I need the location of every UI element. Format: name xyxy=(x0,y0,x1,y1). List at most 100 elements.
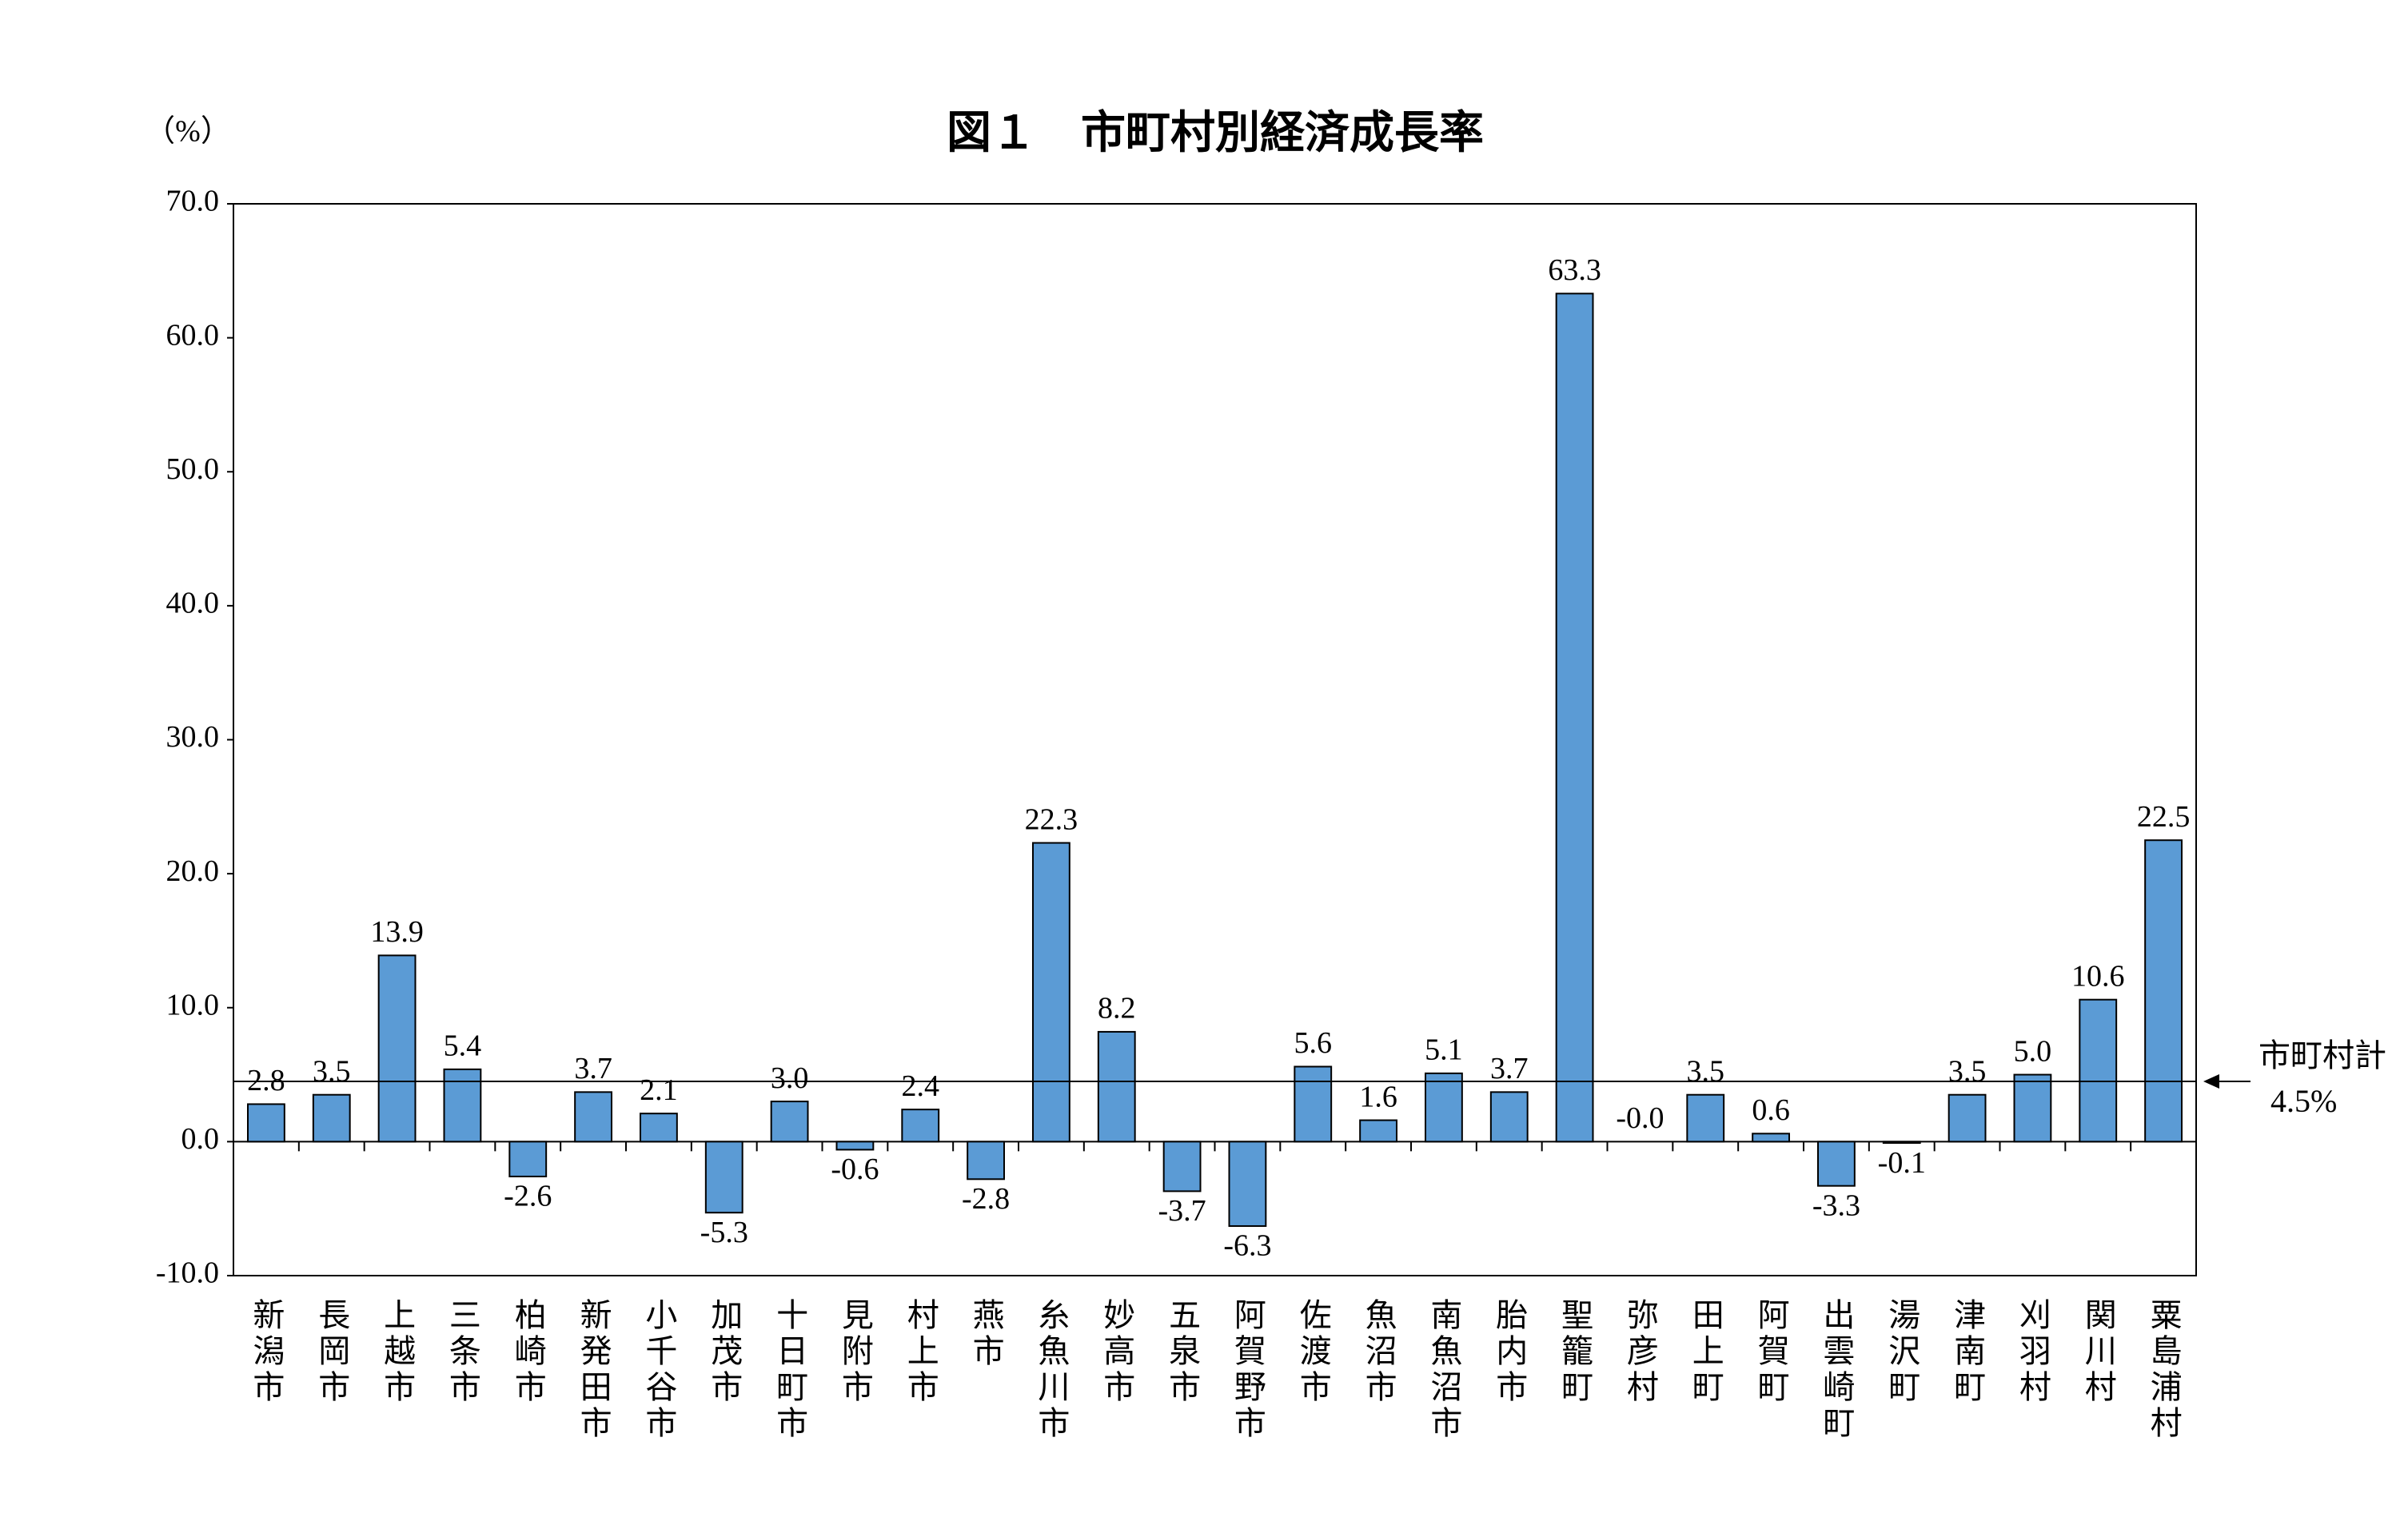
value-label: 3.7 xyxy=(1490,1052,1529,1085)
value-label: -2.6 xyxy=(504,1180,552,1213)
value-label: 2.4 xyxy=(902,1069,940,1103)
x-tick-label: 湯沢町 xyxy=(1884,1298,1920,1406)
x-tick-label: 見附市 xyxy=(837,1298,873,1406)
x-tick-label: 阿賀町 xyxy=(1753,1298,1789,1406)
reference-value-label: 4.5% xyxy=(2270,1083,2337,1119)
x-tick-label: 刈羽村 xyxy=(2015,1298,2051,1406)
bar xyxy=(1489,1091,1529,1143)
value-label: -6.3 xyxy=(1223,1229,1271,1263)
value-label: 13.9 xyxy=(370,915,424,949)
bar xyxy=(2013,1073,2052,1143)
bar xyxy=(901,1109,940,1143)
bar xyxy=(1882,1141,1921,1145)
x-tick-label: 胎内市 xyxy=(1491,1298,1528,1406)
value-label: 0.6 xyxy=(1752,1093,1790,1127)
x-tick-label: 佐渡市 xyxy=(1295,1298,1332,1406)
value-label: 5.0 xyxy=(2014,1034,2052,1068)
bar xyxy=(704,1141,744,1214)
bar xyxy=(1752,1133,1790,1143)
y-tick-label: 70.0 xyxy=(166,185,220,218)
x-tick-label: 糸魚川市 xyxy=(1033,1298,1069,1442)
x-tick-label: 十日町市 xyxy=(771,1298,807,1442)
value-label: -3.7 xyxy=(1158,1194,1206,1228)
value-label: 1.6 xyxy=(1359,1080,1397,1113)
x-tick-label: 村上市 xyxy=(903,1298,939,1406)
x-tick-label: 三条市 xyxy=(445,1298,480,1406)
x-tick-label: 粟島浦村 xyxy=(2146,1298,2182,1442)
bar xyxy=(1162,1141,1202,1193)
x-tick-label: 出雲崎町 xyxy=(1818,1298,1854,1442)
bar xyxy=(770,1101,809,1143)
value-label: -5.3 xyxy=(700,1216,748,1249)
bar xyxy=(1948,1093,1987,1143)
x-tick-label: 新潟市 xyxy=(248,1298,284,1406)
plot-frame xyxy=(233,203,2197,1276)
x-tick-label: 加茂市 xyxy=(706,1298,742,1406)
x-tick-label: 燕市 xyxy=(968,1298,1004,1370)
y-axis-label: （%） xyxy=(145,115,231,149)
value-label: 5.6 xyxy=(1294,1026,1333,1060)
x-tick-label: 魚沼市 xyxy=(1361,1298,1397,1406)
x-tick-label: 小千谷市 xyxy=(640,1298,676,1442)
value-label: 2.1 xyxy=(640,1073,678,1107)
value-label: -2.8 xyxy=(962,1182,1010,1216)
x-tick-label: 五泉市 xyxy=(1164,1298,1200,1406)
y-tick-label: 0.0 xyxy=(181,1122,220,1156)
value-label: -3.3 xyxy=(1812,1189,1860,1222)
x-tick-label: 長岡市 xyxy=(313,1298,349,1406)
bar xyxy=(1425,1072,1463,1143)
value-label: 3.5 xyxy=(1687,1054,1725,1088)
bar xyxy=(835,1141,875,1151)
reference-label: 市町村計 xyxy=(2258,1037,2386,1073)
y-tick-label: 60.0 xyxy=(166,318,220,352)
x-tick-label: 津南町 xyxy=(1949,1298,1985,1406)
value-label: -0.1 xyxy=(1878,1146,1926,1180)
x-tick-label: 上越市 xyxy=(379,1298,415,1406)
value-label: -0.0 xyxy=(1616,1101,1664,1135)
y-tick-label: 50.0 xyxy=(166,452,220,486)
bar xyxy=(1032,842,1070,1143)
bar xyxy=(1228,1141,1267,1227)
reference-arrowhead xyxy=(2203,1073,2219,1089)
bar xyxy=(1817,1141,1856,1187)
bar xyxy=(2144,839,2183,1143)
value-label: 10.6 xyxy=(2071,959,2125,993)
value-label: 5.4 xyxy=(444,1029,482,1063)
value-label: 3.7 xyxy=(574,1052,612,1085)
x-tick-label: 妙高市 xyxy=(1098,1298,1134,1406)
value-label: 22.5 xyxy=(2137,800,2191,834)
bar xyxy=(1686,1093,1725,1143)
value-label: 63.3 xyxy=(1548,253,1601,287)
bar xyxy=(443,1068,482,1143)
y-tick-label: -10.0 xyxy=(156,1256,219,1290)
y-tick-label: 30.0 xyxy=(166,720,220,754)
bar xyxy=(574,1091,612,1143)
chart-title: 図１ 市町村別経済成長率 xyxy=(947,107,1484,159)
bar xyxy=(377,954,417,1143)
bar xyxy=(967,1141,1005,1181)
x-tick-label: 南魚沼市 xyxy=(1425,1298,1461,1442)
value-label: 22.3 xyxy=(1025,802,1078,836)
bar xyxy=(312,1093,351,1143)
y-tick-label: 40.0 xyxy=(166,587,220,620)
bar xyxy=(1294,1065,1333,1143)
bar xyxy=(640,1113,678,1143)
value-label: 5.1 xyxy=(1425,1033,1463,1067)
value-label: 3.5 xyxy=(1948,1054,1987,1088)
value-label: -0.6 xyxy=(831,1153,879,1186)
value-label: 3.0 xyxy=(771,1061,809,1095)
y-tick-label: 20.0 xyxy=(166,854,220,888)
x-tick-label: 田上町 xyxy=(1688,1298,1724,1406)
bar xyxy=(1097,1030,1136,1143)
bar xyxy=(2079,998,2118,1143)
x-tick-label: 柏崎市 xyxy=(510,1298,546,1406)
x-tick-label: 新発田市 xyxy=(576,1298,612,1442)
bar xyxy=(508,1141,548,1177)
value-label: 3.5 xyxy=(313,1054,351,1088)
bar xyxy=(247,1103,285,1143)
bar xyxy=(1359,1119,1397,1143)
x-tick-label: 聖籠町 xyxy=(1557,1298,1593,1406)
y-tick-label: 10.0 xyxy=(166,988,220,1021)
